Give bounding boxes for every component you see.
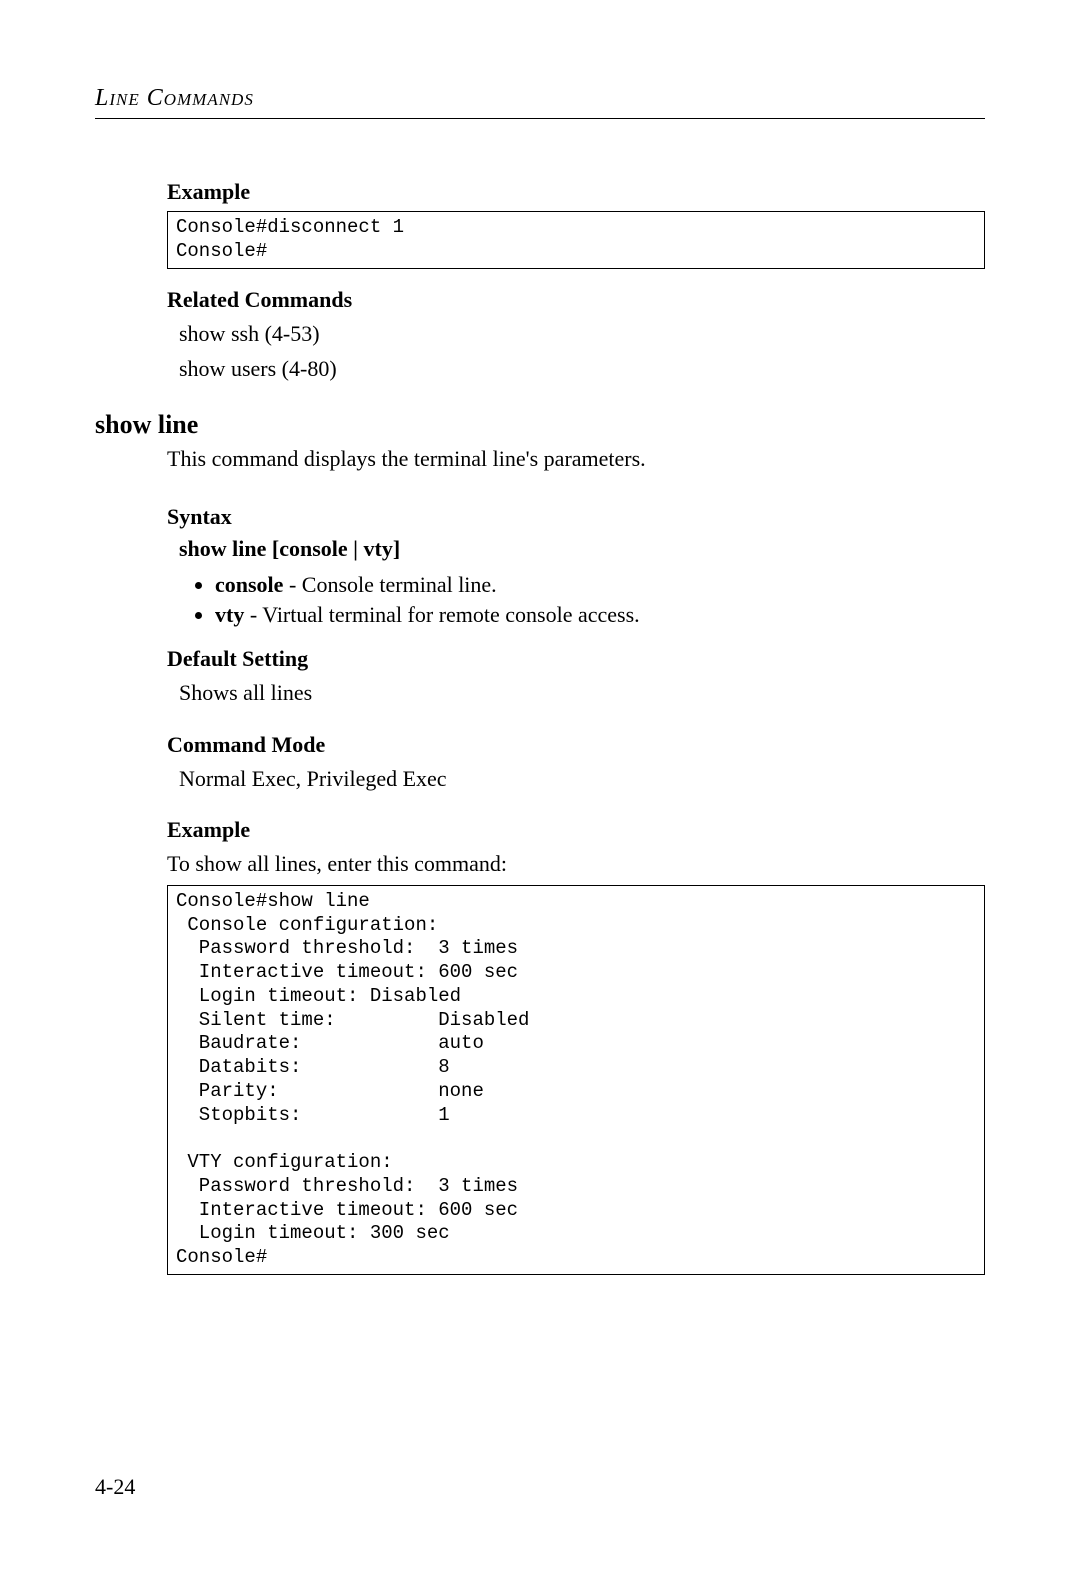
example2-heading: Example <box>167 817 985 843</box>
syntax-line: show line [console | vty] <box>179 536 985 562</box>
example-heading: Example <box>167 179 985 205</box>
example2-intro: To show all lines, enter this command: <box>167 849 985 879</box>
related-commands-heading: Related Commands <box>167 287 985 313</box>
related-command-2: show users (4-80) <box>179 354 985 384</box>
default-setting-heading: Default Setting <box>167 646 985 672</box>
default-setting-text: Shows all lines <box>179 678 985 708</box>
option-desc-console: - Console terminal line. <box>283 572 496 597</box>
show-line-title: show line <box>95 410 985 440</box>
option-name-console: console <box>215 572 283 597</box>
option-name-vty: vty <box>215 602 244 627</box>
show-line-intro: This command displays the terminal line'… <box>167 446 985 472</box>
disconnect-example-section: Example Console#disconnect 1 Console# Re… <box>167 179 985 384</box>
page: Line Commands Example Console#disconnect… <box>0 0 1080 1353</box>
related-command-1: show ssh (4-53) <box>179 319 985 349</box>
syntax-option-console: console - Console terminal line. <box>215 572 985 598</box>
command-mode-text: Normal Exec, Privileged Exec <box>179 764 985 794</box>
syntax-heading: Syntax <box>167 504 985 530</box>
disconnect-example-code: Console#disconnect 1 Console# <box>167 211 985 269</box>
show-line-body: This command displays the terminal line'… <box>167 446 985 1275</box>
syntax-options-list: console - Console terminal line. vty - V… <box>215 572 985 628</box>
page-number: 4-24 <box>95 1474 135 1500</box>
option-desc-vty: - Virtual terminal for remote console ac… <box>244 602 639 627</box>
command-mode-heading: Command Mode <box>167 732 985 758</box>
running-header: Line Commands <box>95 85 985 119</box>
syntax-option-vty: vty - Virtual terminal for remote consol… <box>215 602 985 628</box>
show-line-example-code: Console#show line Console configuration:… <box>167 885 985 1275</box>
